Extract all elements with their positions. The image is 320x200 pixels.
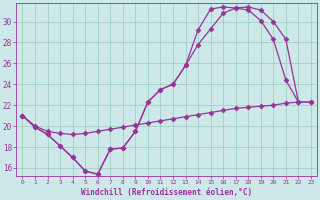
X-axis label: Windchill (Refroidissement éolien,°C): Windchill (Refroidissement éolien,°C) [81,188,252,197]
